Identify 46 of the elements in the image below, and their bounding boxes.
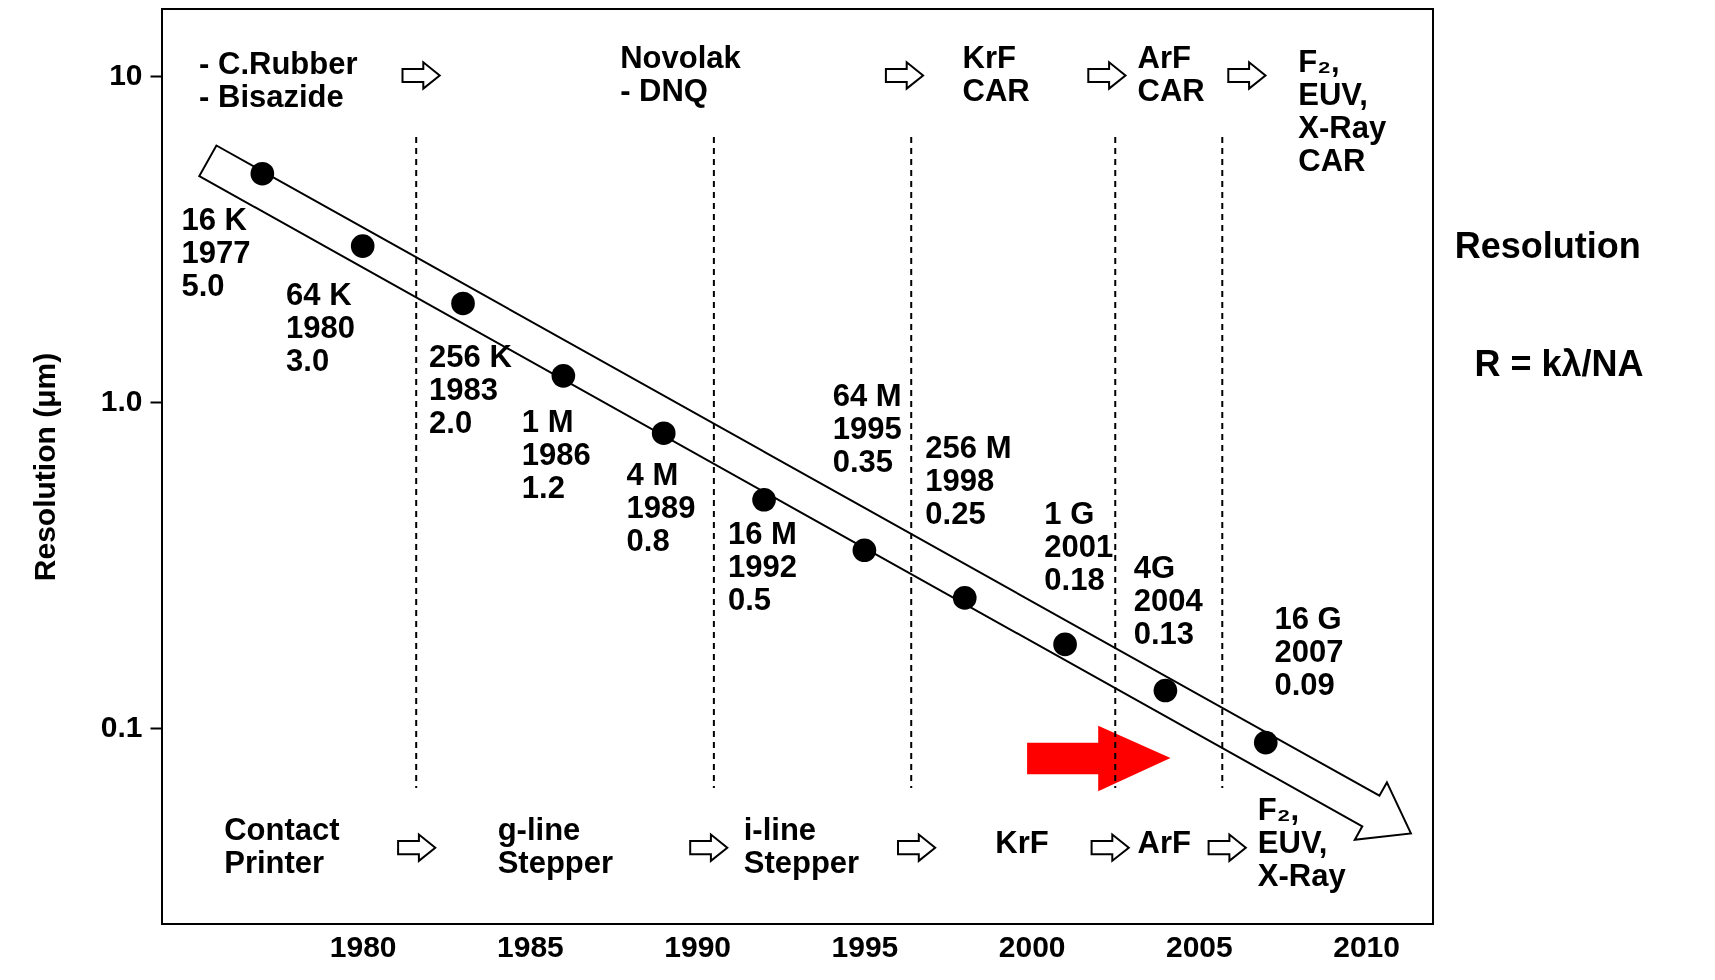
y-tick-label: 10 — [109, 58, 143, 92]
annotation: F₂, EUV, X-Ray CAR — [1298, 44, 1387, 179]
annotation: ArF — [1137, 825, 1191, 861]
data-label: 16 M 1992 0.5 — [727, 515, 797, 617]
point — [250, 161, 275, 186]
annotation: i-line Stepper — [743, 811, 860, 880]
text: Resolution — [1454, 224, 1641, 266]
x-tick-label: 2000 — [998, 929, 1066, 963]
x-tick-label: 1980 — [329, 929, 397, 963]
point — [350, 234, 375, 258]
y-axis-title: Resolution (μm) — [27, 352, 61, 582]
point — [451, 291, 475, 316]
data-label: 64 K 1980 3.0 — [286, 277, 356, 379]
y-tick-label: 0.1 — [100, 710, 143, 744]
x-tick-label: 1985 — [497, 929, 564, 963]
point — [1053, 632, 1077, 657]
data-label: 64 M 1995 0.35 — [832, 378, 902, 480]
data-label: 4 M 1989 0.8 — [626, 456, 696, 558]
data-label: 1 M 1986 1.2 — [521, 403, 591, 505]
x-tick-label: 1995 — [831, 929, 899, 963]
data-label: 256 M 1998 0.25 — [925, 430, 1012, 532]
annotation: KrF CAR — [962, 39, 1030, 108]
point — [651, 421, 676, 446]
annotation: Contact Printer — [224, 811, 340, 880]
point — [1253, 730, 1278, 755]
x-tick-label: 2010 — [1333, 929, 1400, 963]
point — [852, 538, 877, 563]
annotation: KrF — [995, 825, 1049, 861]
point — [551, 364, 576, 388]
point — [752, 487, 776, 512]
data-label: 4G 2004 0.13 — [1133, 550, 1204, 652]
point — [1153, 678, 1178, 703]
annotation: g-line Stepper — [497, 811, 614, 880]
annotation: - C.Rubber - Bisazide — [199, 46, 358, 115]
data-label: 16 G 2007 0.09 — [1274, 601, 1344, 703]
x-tick-label: 2005 — [1165, 929, 1233, 963]
data-label: 16 K 1977 5.0 — [181, 201, 251, 303]
data-label: 256 K 1983 2.0 — [429, 339, 513, 441]
data-label: 1 G 2001 0.18 — [1044, 496, 1114, 598]
y-tick-label: 1.0 — [100, 384, 143, 418]
annotation: Novolak - DNQ — [620, 39, 742, 108]
point — [952, 586, 977, 610]
x-tick-label: 1990 — [664, 929, 732, 963]
annotation: ArF CAR — [1137, 39, 1205, 108]
text: R = kλ/NA — [1474, 342, 1644, 384]
annotation: F₂, EUV, X-Ray — [1257, 792, 1347, 894]
